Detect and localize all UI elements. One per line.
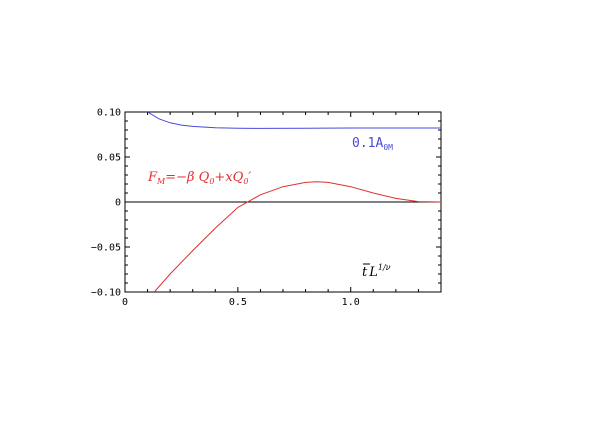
red-label-sub3: 0: [243, 177, 248, 186]
series-line-red: [153, 181, 441, 292]
x-label-L: L: [368, 265, 378, 280]
x-tick-label: 0: [122, 297, 128, 308]
series-line-blue: [147, 112, 441, 129]
red-label-sub2: 0: [209, 177, 214, 186]
y-tick-label: 0.05: [97, 153, 121, 164]
y-tick-label: 0.10: [97, 108, 121, 119]
x-tick-label: 1.0: [342, 297, 360, 308]
red-label-mid: +xQ: [214, 170, 243, 185]
red-label-prime: ′: [248, 170, 251, 185]
x-label-exp: 1/ν: [378, 263, 391, 272]
blue-label-main: 0.1A: [352, 136, 383, 151]
x-label-t: t: [362, 265, 368, 280]
x-tick-label: 0.5: [229, 297, 247, 308]
blue-label-sub: 0M: [383, 143, 393, 152]
y-tick-label: 0: [115, 198, 121, 209]
y-tick-label: −0.10: [91, 288, 121, 299]
red-label-sub1: M: [156, 177, 166, 186]
y-tick-label: −0.05: [91, 243, 121, 254]
blue-series-label: 0.1A0M: [352, 136, 393, 152]
red-label-eq: =−β Q: [165, 170, 209, 185]
plot-area: 0 0.5 1.0 0.10 0.05 0 −0.05 −0.10: [91, 108, 442, 308]
red-series-label: FM=−β Q0+xQ0′: [147, 170, 251, 186]
x-quantity-label: t L1/ν: [362, 263, 391, 280]
red-label-f: F: [147, 170, 158, 185]
